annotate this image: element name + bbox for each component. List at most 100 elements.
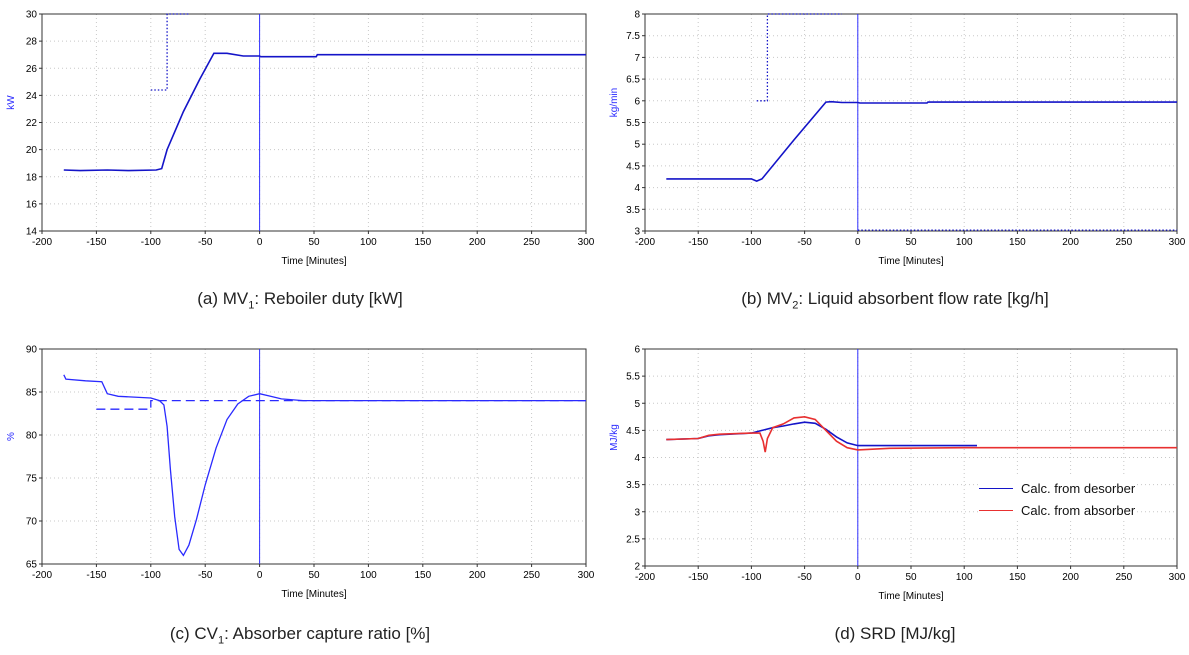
chart-d-svg: -200 -150 -100 -50 0 50 100 150 200 250 300 2 2.5 3 3.… bbox=[609, 345, 1186, 603]
chart-a-y-tick-label: 14 bbox=[26, 227, 38, 238]
chart-a-y-tick-label: 26 bbox=[26, 64, 38, 75]
chart-a-x-tick-label: 0 bbox=[257, 237, 263, 248]
chart-d-grid bbox=[645, 349, 1177, 566]
caption-b: (b) MV2: Liquid absorbent flow rate [kg/… bbox=[741, 289, 1049, 312]
chart-b-series-0-line bbox=[666, 100, 1177, 182]
chart-a-y-tick-label: 24 bbox=[26, 91, 38, 102]
chart-c-y-tick-label: 65 bbox=[26, 560, 38, 571]
chart-b-grid bbox=[645, 14, 1177, 231]
chart-a-x-tick-label: 50 bbox=[308, 237, 320, 248]
chart-b-y-tick-label: 5 bbox=[634, 140, 640, 151]
chart-a-y-tick-label: 16 bbox=[26, 199, 38, 210]
chart-d-x-tick-label: 200 bbox=[1062, 572, 1079, 583]
legend-item-desorber: Calc. from desorber bbox=[979, 477, 1135, 499]
chart-d-x-tick-label: 150 bbox=[1009, 572, 1026, 583]
chart-c-y-axis-label: % bbox=[6, 432, 17, 441]
chart-c-x-tick-label: -150 bbox=[86, 570, 106, 581]
chart-b-y-tick-label: 8 bbox=[634, 10, 640, 21]
chart-panel-b: -200 -150 -100 -50 0 50 100 150 200 250 300 3 3.5 4 4.… bbox=[595, 0, 1189, 330]
chart-c-x-tick-label: 300 bbox=[578, 570, 595, 581]
chart-c-x-tick-label: 50 bbox=[308, 570, 320, 581]
chart-b-x-tick-label: 100 bbox=[956, 237, 973, 248]
chart-c-x-tick-label: 250 bbox=[523, 570, 540, 581]
chart-b-y-tick-label: 3.5 bbox=[626, 205, 640, 216]
chart-b-y-tick-label: 4.5 bbox=[626, 161, 640, 172]
chart-b-y-tick-label: 7 bbox=[634, 53, 640, 64]
chart-b-x-tick-label: 250 bbox=[1115, 237, 1132, 248]
chart-b-y-tick-label: 4 bbox=[634, 183, 640, 194]
chart-d-y-tick-label: 2.5 bbox=[626, 534, 640, 545]
chart-a-x-tick-label: -200 bbox=[32, 237, 52, 248]
chart-d-x-tick-label: 0 bbox=[855, 572, 861, 583]
chart-d-y-tick-label: 4.5 bbox=[626, 426, 640, 437]
chart-c-series-0-line bbox=[63, 374, 586, 557]
chart-d-y-tick-label: 6 bbox=[634, 345, 640, 356]
legend-swatch-desorber bbox=[979, 487, 1013, 489]
caption-c: (c) CV1: Absorber capture ratio [%] bbox=[169, 624, 431, 647]
chart-c-y-tick-label: 75 bbox=[26, 474, 38, 485]
chart-d-x-tick-label: 50 bbox=[905, 572, 917, 583]
chart-a-y-tick-label: 18 bbox=[26, 172, 38, 183]
chart-a-y-tick-label: 30 bbox=[26, 10, 38, 21]
chart-a-x-tick-label: 200 bbox=[469, 237, 486, 248]
chart-b-x-tick-label: 200 bbox=[1062, 237, 1079, 248]
legend-swatch-absorber bbox=[979, 509, 1013, 511]
chart-a-series-0-line bbox=[63, 52, 586, 172]
chart-a-x-axis-label: Time [Minutes] bbox=[281, 256, 346, 267]
chart-a-grid bbox=[42, 14, 586, 231]
chart-c-y-tick-label: 85 bbox=[26, 388, 38, 399]
chart-a-x-tick-label: -100 bbox=[141, 237, 161, 248]
legend-label-absorber: Calc. from absorber bbox=[1021, 502, 1136, 518]
chart-c-x-tick-label: 100 bbox=[360, 570, 377, 581]
chart-a-svg: -200 -150 -100 -50 0 50 100 150 200 250 300 14 16 18 2… bbox=[6, 10, 595, 268]
chart-b-x-axis-label: Time [Minutes] bbox=[878, 256, 943, 267]
chart-b-x-tick-label: 300 bbox=[1169, 237, 1186, 248]
chart-b-x-tick-label: 0 bbox=[855, 237, 861, 248]
chart-c-y-tick-label: 90 bbox=[26, 345, 38, 356]
chart-d-x-tick-label: 100 bbox=[956, 572, 973, 583]
chart-c-x-tick-label: -200 bbox=[32, 570, 52, 581]
chart-b-y-tick-label: 3 bbox=[634, 227, 640, 238]
chart-d-y-tick-label: 2 bbox=[634, 562, 640, 573]
chart-d-x-tick-label: 250 bbox=[1115, 572, 1132, 583]
chart-d-y-axis-label: MJ/kg bbox=[609, 424, 620, 451]
chart-b-x-tick-label: -150 bbox=[688, 237, 708, 248]
chart-a-x-tick-label: 100 bbox=[360, 237, 377, 248]
chart-b-x-tick-label: -50 bbox=[797, 237, 812, 248]
chart-panel-c: -200 -150 -100 -50 0 50 100 150 200 250 300 65 70 75 8… bbox=[0, 330, 595, 655]
chart-a-x-tick-label: -50 bbox=[198, 237, 213, 248]
chart-d-y-tick-label: 4 bbox=[634, 453, 640, 464]
chart-b-y-tick-label: 6.5 bbox=[626, 75, 640, 86]
chart-c-y-tick-label: 70 bbox=[26, 517, 38, 528]
chart-a-y-tick-label: 28 bbox=[26, 37, 38, 48]
chart-b-y-tick-label: 5.5 bbox=[626, 118, 640, 129]
legend-item-absorber: Calc. from absorber bbox=[979, 499, 1135, 521]
chart-c-x-tick-label: -100 bbox=[141, 570, 161, 581]
chart-d-x-tick-label: -100 bbox=[741, 572, 761, 583]
chart-c-series-1-line bbox=[96, 399, 586, 410]
chart-d-x-axis-label: Time [Minutes] bbox=[878, 591, 943, 602]
chart-b-x-tick-label: 150 bbox=[1009, 237, 1026, 248]
chart-d-x-tick-label: -50 bbox=[797, 572, 812, 583]
chart-a-y-tick-label: 20 bbox=[26, 145, 38, 156]
chart-a-x-tick-label: -150 bbox=[86, 237, 106, 248]
chart-c-grid bbox=[42, 349, 586, 564]
caption-a: (a) MV1: Reboiler duty [kW] bbox=[197, 289, 403, 312]
chart-c-svg: -200 -150 -100 -50 0 50 100 150 200 250 300 65 70 75 8… bbox=[6, 345, 595, 601]
chart-c-y-tick-label: 80 bbox=[26, 431, 38, 442]
chart-b-x-tick-label: -200 bbox=[635, 237, 655, 248]
chart-d-y-tick-label: 3.5 bbox=[626, 480, 640, 491]
chart-c-x-axis-label: Time [Minutes] bbox=[281, 589, 346, 600]
chart-d-y-tick-label: 3 bbox=[634, 507, 640, 518]
chart-d-x-tick-label: -200 bbox=[635, 572, 655, 583]
chart-b-x-tick-label: 50 bbox=[905, 237, 917, 248]
chart-panel-d: -200 -150 -100 -50 0 50 100 150 200 250 300 2 2.5 3 3.… bbox=[595, 330, 1189, 655]
chart-b-svg: -200 -150 -100 -50 0 50 100 150 200 250 300 3 3.5 4 4.… bbox=[609, 10, 1186, 268]
chart-b-y-tick-label: 6 bbox=[634, 96, 640, 107]
legend-label-desorber: Calc. from desorber bbox=[1021, 480, 1136, 496]
chart-d-y-tick-label: 5.5 bbox=[626, 372, 640, 383]
chart-d-y-tick-label: 5 bbox=[634, 399, 640, 410]
chart-b-y-tick-label: 7.5 bbox=[626, 31, 640, 42]
chart-d-x-tick-label: 300 bbox=[1169, 572, 1186, 583]
chart-d-x-tick-label: -150 bbox=[688, 572, 708, 583]
